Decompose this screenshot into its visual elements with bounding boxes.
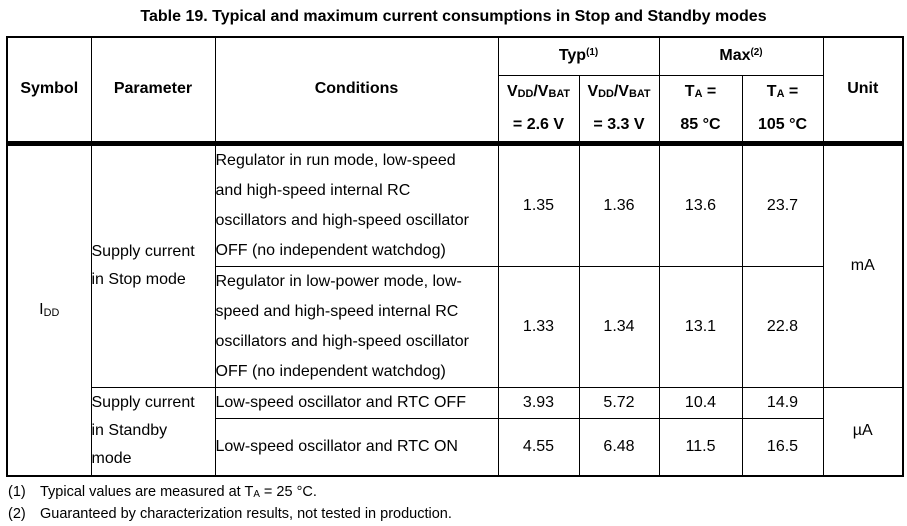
footnote-2: (2) Guaranteed by characterization resul…: [8, 504, 907, 526]
cell-unit-ua: µA: [822, 386, 904, 477]
cell-conditions-rtc-on: Low-speed oscillator and RTC ON: [214, 417, 499, 477]
header-typ-vdd-3v3: VDD/VBAT = 3.3 V: [578, 74, 660, 146]
voltage-value: = 3.3 V: [593, 115, 645, 133]
cell-conditions-low-power-mode: Regulator in low-power mode, low- speed …: [214, 265, 499, 388]
footnote-number: (2): [8, 506, 26, 522]
cell-typ-3v3: 6.48: [578, 417, 660, 477]
max-footnote-ref: (2): [750, 47, 763, 59]
header-unit: Unit: [822, 36, 904, 146]
vdd-vbat-label: VDD/VBAT: [506, 82, 571, 101]
cell-max-105: 14.9: [741, 386, 824, 419]
typ-footnote-ref: (1): [586, 47, 599, 59]
vdd-vbat-label: VDD/VBAT: [587, 82, 651, 101]
temperature-value: 85 °C: [680, 115, 721, 133]
cell-max-105: 16.5: [741, 417, 824, 477]
cell-max-85: 10.4: [658, 386, 743, 419]
table-row: Low-speed oscillator and RTC ON 4.55 6.4…: [7, 417, 903, 477]
voltage-value: = 2.6 V: [512, 115, 565, 133]
cell-max-85: 13.1: [658, 265, 743, 388]
header-conditions: Conditions: [214, 36, 499, 146]
cell-unit-ma: mA: [822, 142, 904, 388]
header-typ-group: Typ(1): [497, 36, 660, 76]
footnote-number: (1): [8, 484, 26, 500]
ta-label: TA =: [684, 82, 717, 101]
cell-symbol-idd: IDD: [6, 142, 92, 477]
table-row: IDD Supply current in Stop mode Regulato…: [6, 142, 904, 477]
footnote-text: Guaranteed by characterization results, …: [40, 506, 452, 522]
header-max-ta-85: TA = 85 °C: [658, 74, 743, 146]
cell-typ-3v3: 5.72: [578, 386, 660, 419]
cell-conditions-run-mode: Regulator in run mode, low-speed and hig…: [214, 142, 499, 267]
header-parameter: Parameter: [90, 36, 216, 146]
cell-typ-2v6: 4.55: [497, 417, 580, 477]
cell-max-105: 23.7: [741, 142, 824, 267]
cell-max-105: 22.8: [741, 265, 824, 388]
header-max-ta-105: TA = 105 °C: [741, 74, 824, 146]
cell-parameter-standby: Supply current in Standby mode: [90, 386, 216, 477]
footnotes: (1) Typical values are measured at TA = …: [8, 482, 907, 526]
footnote-text: Typical values are measured at TA = 25 °…: [40, 484, 317, 500]
cell-conditions-rtc-off: Low-speed oscillator and RTC OFF: [214, 386, 499, 419]
header-symbol: Symbol: [6, 36, 92, 146]
cell-max-85: 11.5: [658, 417, 743, 477]
cell-typ-3v3: 1.34: [578, 265, 660, 388]
cell-parameter-stop: Supply current in Stop mode: [90, 142, 216, 388]
temperature-value: 105 °C: [757, 115, 808, 133]
cell-typ-2v6: 1.33: [497, 265, 580, 388]
cell-typ-3v3: 1.36: [578, 142, 660, 267]
typ-label: Typ: [558, 47, 587, 65]
max-label: Max: [719, 47, 751, 65]
cell-typ-2v6: 3.93: [497, 386, 580, 419]
table-row: Regulator in low-power mode, low- speed …: [7, 265, 903, 388]
header-typ-vdd-2v6: VDD/VBAT = 2.6 V: [497, 74, 580, 146]
table-caption: Table 19. Typical and maximum current co…: [140, 8, 767, 25]
cell-max-85: 13.6: [658, 142, 743, 267]
header-max-group: Max(2): [658, 36, 824, 76]
footnote-1: (1) Typical values are measured at TA = …: [8, 482, 907, 504]
current-consumption-table: Symbol Parameter Conditions Typ(1) Max(2…: [6, 36, 904, 477]
table-row: Supply current in Standby mode Low-speed…: [7, 386, 904, 477]
ta-label: TA =: [766, 82, 799, 101]
cell-typ-2v6: 1.35: [497, 142, 580, 267]
